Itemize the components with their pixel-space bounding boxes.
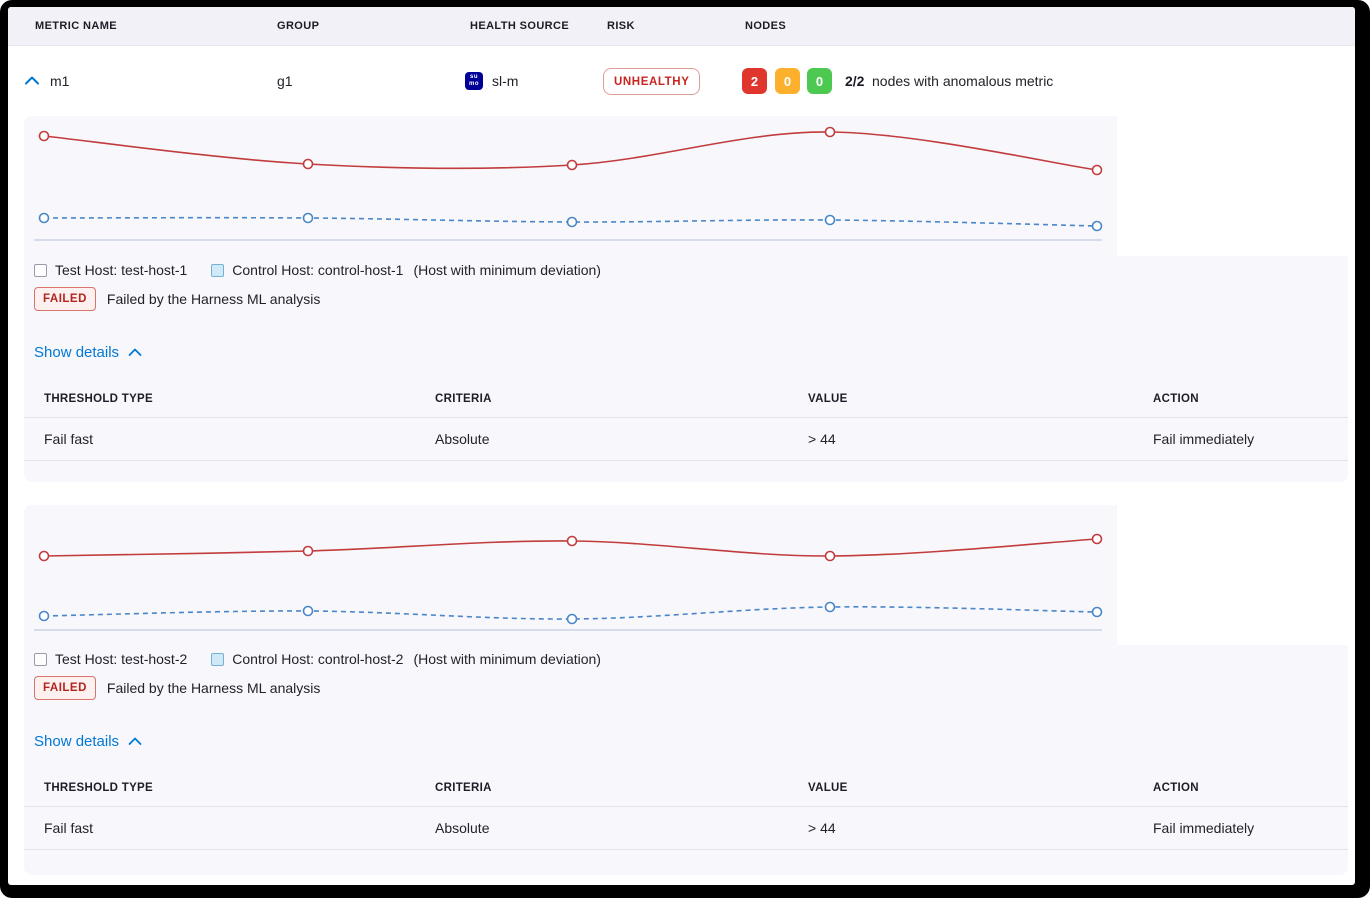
health-source-value: sl-m <box>492 73 519 89</box>
column-header-group: GROUP <box>277 20 320 32</box>
chart-point-marker <box>1091 533 1103 545</box>
chart-point-marker <box>1091 606 1103 618</box>
test-host-legend-label[interactable]: Test Host: test-host-1 <box>55 262 188 278</box>
collapse-chevron-up-icon[interactable] <box>24 75 40 86</box>
chart-point-marker <box>824 214 836 226</box>
col-action: ACTION <box>1153 393 1199 405</box>
analysis-status-row-2: FAILED Failed by the Harness ML analysis <box>34 676 320 700</box>
risk-status-badge: UNHEALTHY <box>603 68 701 95</box>
threshold-table-header: THRESHOLD TYPE CRITERIA VALUE ACTION <box>24 381 1348 418</box>
action-value: Fail immediately <box>1153 820 1255 836</box>
criteria-value: Absolute <box>435 431 490 447</box>
column-header-health-source: HEALTH SOURCE <box>470 20 570 32</box>
threshold-table-header: THRESHOLD TYPE CRITERIA VALUE ACTION <box>24 770 1348 807</box>
col-action: ACTION <box>1153 782 1199 794</box>
nodes-caption: nodes with anomalous metric <box>872 73 1054 89</box>
chart-point-marker <box>824 550 836 562</box>
col-criteria: CRITERIA <box>435 782 492 794</box>
sumo-icon-line-1: su <box>469 74 478 80</box>
threshold-type-value: Fail fast <box>44 431 94 447</box>
chart-point-marker <box>302 212 314 224</box>
chart-legend-2: Test Host: test-host-2 Control Host: con… <box>34 651 601 667</box>
chart-point-marker <box>38 212 50 224</box>
chart-point-marker <box>824 601 836 613</box>
failed-status-badge: FAILED <box>34 287 96 311</box>
column-header-nodes: NODES <box>745 20 787 32</box>
metric-timeseries-chart-1[interactable] <box>24 116 1117 256</box>
col-threshold-type: THRESHOLD TYPE <box>44 393 153 405</box>
control-host-legend-checkbox[interactable] <box>211 263 225 277</box>
show-details-label[interactable]: Show details <box>34 733 120 750</box>
chart-legend-1: Test Host: test-host-1 Control Host: con… <box>34 262 601 278</box>
analysis-status-row-1: FAILED Failed by the Harness ML analysis <box>34 287 320 311</box>
sumo-icon-line-2: mo <box>469 81 479 87</box>
nodes-ratio: 2/2 <box>845 73 865 89</box>
col-threshold-type: THRESHOLD TYPE <box>44 782 153 794</box>
value-value: > 44 <box>808 431 836 447</box>
chart-point-marker <box>38 130 50 142</box>
col-criteria: CRITERIA <box>435 393 492 405</box>
chart-point-marker <box>566 535 578 547</box>
threshold-details-table-2: THRESHOLD TYPE CRITERIA VALUE ACTION Fai… <box>24 770 1348 850</box>
metric-row[interactable]: m1 g1 su mo sl-m UNHEALTHY 2 0 0 2/2 nod… <box>8 46 1355 116</box>
show-details-toggle-1[interactable]: Show details <box>34 344 142 361</box>
chart-point-marker <box>824 126 836 138</box>
failed-status-badge: FAILED <box>34 676 96 700</box>
chart-point-marker <box>38 610 50 622</box>
show-details-label[interactable]: Show details <box>34 344 120 361</box>
col-value: VALUE <box>808 393 848 405</box>
threshold-table-row: Fail fast Absolute > 44 Fail immediately <box>24 418 1348 461</box>
chart-point-marker <box>566 216 578 228</box>
node-analysis-section-2: Test Host: test-host-2 Control Host: con… <box>24 505 1348 875</box>
column-header-metric-name: METRIC NAME <box>35 20 118 32</box>
control-host-legend-label[interactable]: Control Host: control-host-1 <box>232 262 404 278</box>
metric-timeseries-chart-2[interactable] <box>24 505 1117 645</box>
chart-point-marker <box>566 159 578 171</box>
sumo-logic-icon: su mo <box>465 72 483 90</box>
node-analysis-section-1: Test Host: test-host-1 Control Host: con… <box>24 116 1348 482</box>
verification-metrics-panel: METRIC NAME GROUP HEALTH SOURCE RISK NOD… <box>8 7 1355 885</box>
action-value: Fail immediately <box>1153 431 1255 447</box>
criteria-value: Absolute <box>435 820 490 836</box>
chart-point-marker <box>302 158 314 170</box>
control-host-legend-checkbox[interactable] <box>211 652 225 666</box>
chart-side-panel-2 <box>1117 505 1348 645</box>
failed-status-message: Failed by the Harness ML analysis <box>106 680 321 696</box>
chart-side-panel-1 <box>1117 116 1348 256</box>
warning-nodes-count-badge: 0 <box>775 68 800 94</box>
test-host-legend-label[interactable]: Test Host: test-host-2 <box>55 651 188 667</box>
healthy-nodes-count-badge: 0 <box>807 68 832 94</box>
chart-point-marker <box>302 545 314 557</box>
chevron-up-icon <box>128 348 142 356</box>
show-details-toggle-2[interactable]: Show details <box>34 733 142 750</box>
minimum-deviation-note: (Host with minimum deviation) <box>413 651 601 667</box>
health-source-cell: su mo sl-m <box>465 46 518 116</box>
chart-point-marker <box>1091 220 1103 232</box>
threshold-table-row: Fail fast Absolute > 44 Fail immediately <box>24 807 1348 850</box>
group-value: g1 <box>277 73 293 89</box>
chart-point-marker <box>38 550 50 562</box>
threshold-details-table-1: THRESHOLD TYPE CRITERIA VALUE ACTION Fai… <box>24 381 1348 461</box>
chart-point-marker <box>1091 164 1103 176</box>
chevron-up-icon <box>128 737 142 745</box>
metrics-table-header: METRIC NAME GROUP HEALTH SOURCE RISK NOD… <box>8 7 1355 46</box>
threshold-type-value: Fail fast <box>44 820 94 836</box>
control-host-legend-label[interactable]: Control Host: control-host-2 <box>232 651 404 667</box>
test-host-legend-checkbox[interactable] <box>34 652 47 666</box>
anomalous-nodes-count-badge: 2 <box>742 68 767 94</box>
chart-point-marker <box>302 605 314 617</box>
test-host-legend-checkbox[interactable] <box>34 263 47 277</box>
value-value: > 44 <box>808 820 836 836</box>
metric-name-value: m1 <box>50 73 70 89</box>
column-header-risk: RISK <box>607 20 635 32</box>
chart-point-marker <box>566 613 578 625</box>
col-value: VALUE <box>808 782 848 794</box>
minimum-deviation-note: (Host with minimum deviation) <box>413 262 601 278</box>
failed-status-message: Failed by the Harness ML analysis <box>106 291 321 307</box>
